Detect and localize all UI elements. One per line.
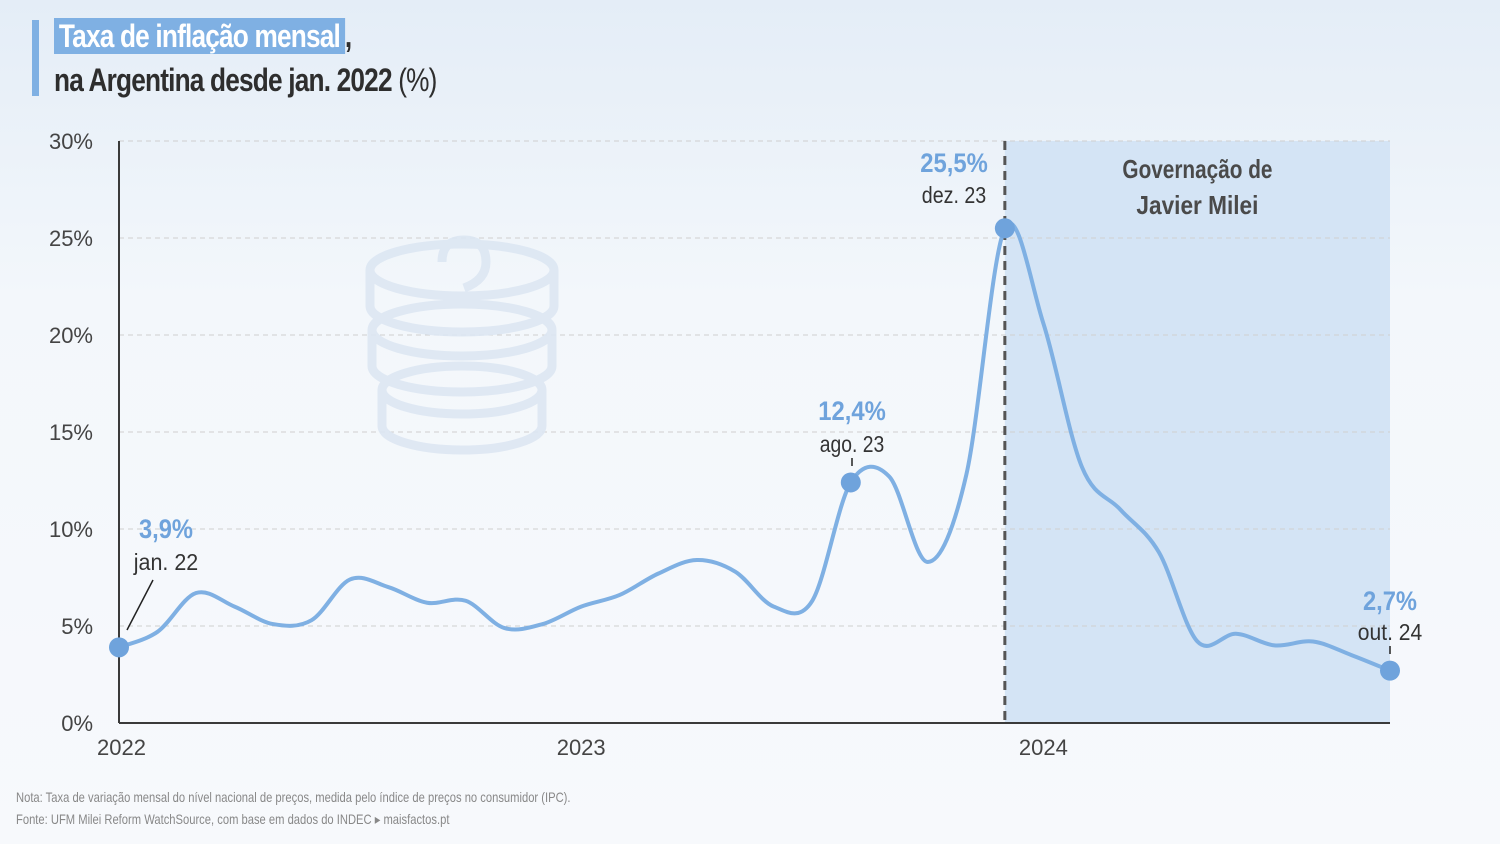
label-leader-line [126, 579, 154, 631]
data-point-marker [994, 218, 1015, 239]
coin-symbol [437, 235, 491, 293]
data-point-marker [840, 472, 861, 493]
data-date-label: out. 24 [1358, 619, 1423, 645]
y-tick-label: 10% [49, 517, 93, 542]
coin-edge [365, 270, 559, 337]
title-unit: (%) [398, 62, 437, 98]
chart-notes: Nota: Taxa de variação mensal do nível n… [16, 786, 571, 830]
milei-period-band [1004, 141, 1390, 723]
coins-icon [365, 235, 559, 455]
title-line-2: na Argentina desde jan. 2022 (%) [54, 58, 437, 102]
coin-rim [365, 239, 559, 301]
period-label-line-1: Governação de [1122, 154, 1272, 184]
y-tick-label: 30% [49, 129, 93, 154]
period-label-line-2: Javier Milei [1136, 190, 1258, 220]
data-value-label: 12,4% [818, 396, 886, 426]
source-text: Fonte: UFM Milei Reform WatchSource, com… [16, 811, 450, 827]
y-tick-label: 0% [61, 711, 93, 736]
title-line-2-text: na Argentina desde jan. 2022 [54, 62, 393, 98]
y-tick-label: 5% [61, 614, 93, 639]
x-tick-label: 2024 [1019, 735, 1068, 760]
note-text: Nota: Taxa de variação mensal do nível n… [16, 789, 571, 805]
title-highlight: Taxa de inflação mensal [54, 18, 345, 54]
coin-edge [367, 330, 557, 397]
y-tick-label: 15% [49, 420, 93, 445]
data-point-marker [109, 637, 129, 658]
chart-title: Taxa de inflação mensal, na Argentina de… [54, 14, 521, 102]
data-value-label: 25,5% [920, 148, 988, 178]
inflation-series-line [117, 221, 1392, 673]
y-tick-label: 25% [49, 226, 93, 251]
data-value-label: 2,7% [1363, 586, 1417, 616]
coin-edge [377, 390, 547, 455]
data-value-label: 3,9% [139, 514, 193, 544]
title-line-1: Taxa de inflação mensal, [54, 14, 437, 58]
data-date-label: jan. 22 [133, 549, 198, 575]
data-date-label: ago. 23 [820, 431, 884, 457]
y-tick-label: 20% [49, 323, 93, 348]
x-tick-label: 2022 [97, 735, 146, 760]
x-tick-label: 2023 [557, 735, 606, 760]
title-accent-bar [32, 20, 39, 96]
data-point-marker [1380, 660, 1400, 681]
title-comma: , [344, 18, 352, 54]
data-date-label: dez. 23 [922, 182, 986, 208]
